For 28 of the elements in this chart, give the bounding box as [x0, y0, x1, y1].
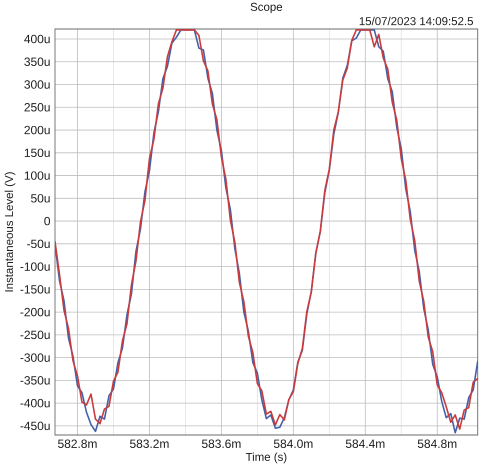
y-tick-label: -50u — [27, 240, 50, 248]
y-tick-label: -250u — [20, 330, 50, 340]
y-axis-title: Instantaneous Level (V) — [4, 172, 16, 292]
x-axis-title: Time (s) — [246, 452, 286, 464]
x-tick-label: 584.0m — [274, 440, 312, 448]
y-tick-label: 0 — [44, 216, 50, 226]
chart-subtitle: 15/07/2023 14:09:52.5 — [360, 16, 473, 26]
y-tick-label: 350u — [24, 58, 50, 66]
y-tick-label: -400u — [20, 398, 50, 408]
x-tick-label: 584.4m — [346, 440, 384, 448]
y-tick-label: 300u — [24, 80, 50, 89]
y-tick-label: -150u — [20, 285, 50, 294]
y-tick-label: -200u — [20, 308, 50, 316]
y-tick-label: 150u — [24, 148, 50, 158]
y-tick-label: -350u — [20, 376, 50, 385]
x-tick-label: 584.8m — [418, 440, 456, 448]
x-tick-label: 582.8m — [58, 440, 97, 448]
y-tick-label: 200u — [24, 126, 50, 134]
y-tick-label: 50u — [31, 194, 50, 203]
y-tick-label: -450u — [20, 422, 50, 430]
x-tick-label: 583.6m — [202, 440, 241, 448]
y-tick-label: 400u — [24, 34, 50, 44]
y-tick-label: -300u — [20, 353, 50, 362]
y-tick-label: 250u — [24, 103, 50, 112]
y-tick-label: 100u — [24, 171, 50, 180]
x-tick-label: 583.2m — [130, 440, 169, 448]
chart-title: Scope — [250, 2, 282, 14]
y-tick-label: -100u — [20, 262, 50, 271]
